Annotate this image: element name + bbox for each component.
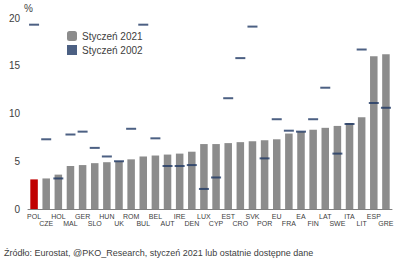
svg-text:CYP: CYP	[209, 220, 224, 227]
svg-text:ESP: ESP	[367, 213, 381, 220]
svg-text:5: 5	[14, 156, 20, 167]
svg-text:AUT: AUT	[161, 220, 176, 227]
svg-text:ROM: ROM	[123, 213, 140, 220]
svg-text:FRA: FRA	[282, 220, 296, 227]
svg-text:EU: EU	[272, 213, 282, 220]
svg-text:EA: EA	[296, 213, 306, 220]
svg-text:LUX: LUX	[197, 213, 211, 220]
svg-text:EST: EST	[221, 213, 235, 220]
svg-text:BEL: BEL	[149, 213, 162, 220]
svg-text:10: 10	[9, 108, 21, 119]
svg-text:HUN: HUN	[99, 213, 114, 220]
svg-text:IRE: IRE	[174, 213, 186, 220]
svg-text:DEN: DEN	[184, 220, 199, 227]
svg-text:UK: UK	[114, 220, 124, 227]
svg-text:Źródło: Eurostat, @PKO_Researc: Źródło: Eurostat, @PKO_Research, styczeń…	[4, 248, 313, 258]
svg-text:15: 15	[9, 60, 21, 71]
svg-text:LAT: LAT	[319, 213, 332, 220]
svg-text:GER: GER	[75, 213, 90, 220]
svg-text:MAL: MAL	[63, 220, 78, 227]
svg-text:%: %	[24, 3, 33, 14]
svg-text:SWE: SWE	[329, 220, 345, 227]
svg-text:CZE: CZE	[39, 220, 53, 227]
svg-text:FIN: FIN	[307, 220, 318, 227]
svg-text:POL: POL	[27, 213, 41, 220]
svg-text:20: 20	[9, 13, 21, 24]
svg-text:CRO: CRO	[233, 220, 249, 227]
svg-text:GRE: GRE	[378, 220, 394, 227]
svg-text:BUL: BUL	[136, 220, 150, 227]
svg-text:0: 0	[14, 204, 20, 215]
svg-text:Styczeń 2021: Styczeń 2021	[82, 31, 143, 42]
svg-text:ITA: ITA	[344, 213, 355, 220]
svg-text:Styczeń 2002: Styczeń 2002	[82, 45, 143, 56]
svg-text:HOL: HOL	[51, 213, 65, 220]
svg-text:POR: POR	[257, 220, 272, 227]
svg-text:SLO: SLO	[88, 220, 103, 227]
svg-text:LIT: LIT	[357, 220, 368, 227]
svg-text:SVK: SVK	[245, 213, 259, 220]
